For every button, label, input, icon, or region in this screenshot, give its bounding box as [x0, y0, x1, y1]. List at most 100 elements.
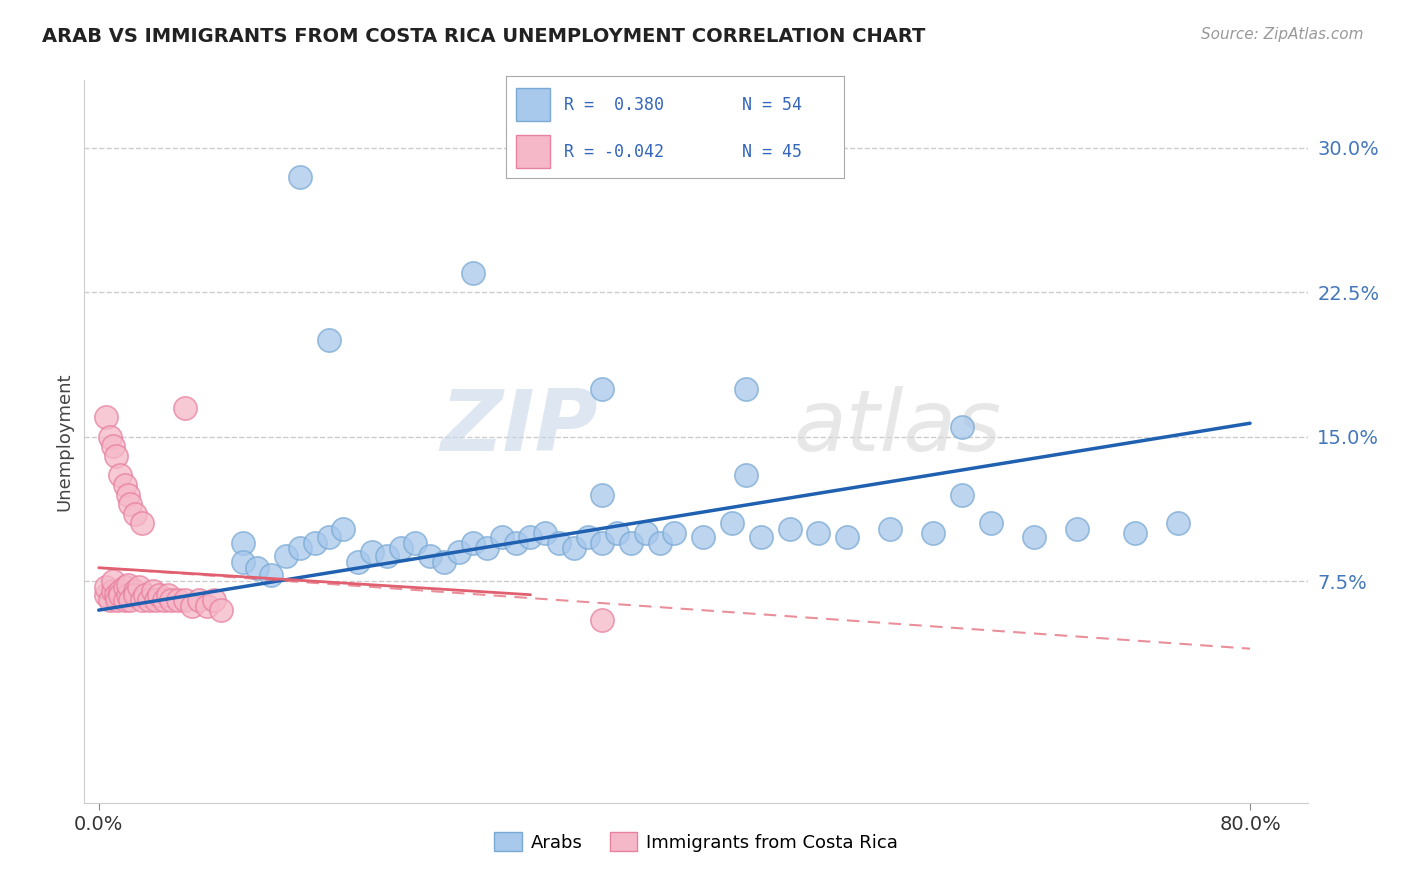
Point [361, 545, 384, 559]
Point [105, 449, 128, 463]
Point [950, 420, 973, 434]
Point [117, 588, 139, 602]
Point [692, 530, 714, 544]
Point [433, 555, 456, 569]
Point [404, 535, 426, 549]
Point [110, 468, 132, 483]
Point [134, 588, 156, 602]
Point [304, 535, 326, 549]
Point [290, 169, 312, 184]
Point [664, 526, 686, 541]
Text: N = 54: N = 54 [742, 95, 803, 113]
Point [120, 497, 142, 511]
Point [779, 522, 801, 536]
Point [188, 593, 211, 607]
Text: R = -0.042: R = -0.042 [564, 143, 664, 161]
Point [606, 526, 628, 541]
Point [101, 439, 124, 453]
Point [1024, 530, 1046, 544]
Point [648, 535, 671, 549]
Point [114, 580, 136, 594]
Point [98, 430, 121, 444]
Point [1066, 522, 1088, 536]
Point [142, 583, 165, 598]
Point [101, 583, 124, 598]
Text: Source: ZipAtlas.com: Source: ZipAtlas.com [1201, 27, 1364, 42]
Point [156, 588, 179, 602]
Point [260, 568, 283, 582]
Point [105, 588, 128, 602]
Text: N = 45: N = 45 [742, 143, 803, 161]
Point [591, 535, 613, 549]
Point [922, 526, 945, 541]
Point [591, 613, 613, 627]
Text: ZIP: ZIP [440, 385, 598, 468]
Point [98, 593, 121, 607]
Point [128, 580, 150, 594]
Point [735, 468, 758, 483]
Legend: Arabs, Immigrants from Costa Rica: Arabs, Immigrants from Costa Rica [488, 825, 904, 859]
Point [591, 487, 613, 501]
Point [419, 549, 441, 564]
Point [491, 530, 513, 544]
Point [519, 530, 541, 544]
Point [131, 516, 153, 531]
Point [94, 588, 117, 602]
Point [1123, 526, 1146, 541]
Text: R =  0.380: R = 0.380 [564, 95, 664, 113]
Point [232, 535, 254, 549]
FancyBboxPatch shape [516, 88, 550, 121]
Y-axis label: Unemployment: Unemployment [55, 372, 73, 511]
Point [94, 410, 117, 425]
Point [461, 266, 484, 280]
Point [145, 593, 167, 607]
Point [232, 555, 254, 569]
Point [94, 580, 117, 594]
Point [174, 401, 197, 415]
Point [576, 530, 599, 544]
FancyBboxPatch shape [516, 136, 550, 168]
Point [110, 588, 132, 602]
Point [950, 487, 973, 501]
Point [591, 382, 613, 396]
Point [879, 522, 901, 536]
Point [346, 555, 368, 569]
Point [807, 526, 830, 541]
Point [620, 535, 643, 549]
Point [980, 516, 1002, 531]
Point [1167, 516, 1189, 531]
Point [318, 530, 340, 544]
Text: atlas: atlas [794, 385, 1002, 468]
Point [290, 541, 312, 556]
Point [447, 545, 470, 559]
Point [174, 593, 197, 607]
Point [534, 526, 557, 541]
Point [117, 578, 139, 592]
Point [477, 541, 499, 556]
Point [835, 530, 858, 544]
Point [120, 593, 142, 607]
Point [159, 593, 181, 607]
Point [114, 593, 136, 607]
Point [318, 334, 340, 348]
Text: ARAB VS IMMIGRANTS FROM COSTA RICA UNEMPLOYMENT CORRELATION CHART: ARAB VS IMMIGRANTS FROM COSTA RICA UNEMP… [42, 27, 925, 45]
Point [332, 522, 354, 536]
Point [117, 487, 139, 501]
Point [124, 583, 146, 598]
Point [562, 541, 585, 556]
Point [548, 535, 571, 549]
Point [107, 593, 129, 607]
Point [167, 593, 190, 607]
Point [101, 574, 124, 589]
Point [461, 535, 484, 549]
Point [634, 526, 657, 541]
Point [152, 593, 174, 607]
Point [110, 583, 132, 598]
Point [721, 516, 744, 531]
Point [124, 507, 146, 521]
Point [389, 541, 412, 556]
Point [735, 382, 758, 396]
Point [114, 478, 136, 492]
Point [209, 603, 232, 617]
Point [148, 588, 170, 602]
